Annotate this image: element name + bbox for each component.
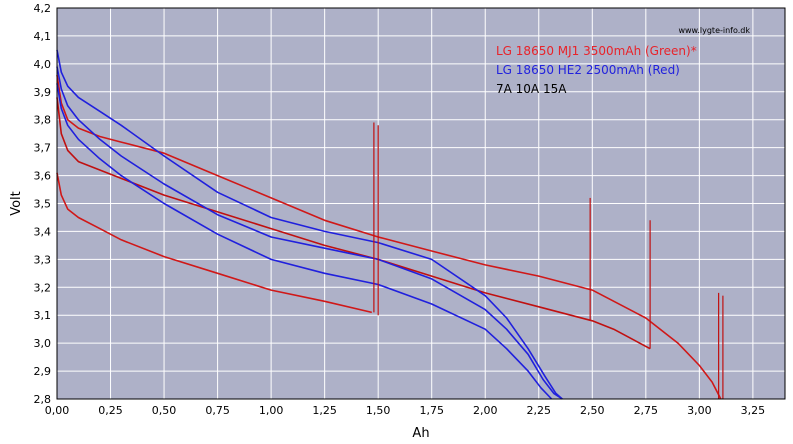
legend: LG 18650 MJ1 3500mAh (Green)* LG 18650 H… — [496, 44, 697, 96]
plot-border — [56, 7, 786, 400]
x-tick-label: 1,75 — [419, 404, 444, 417]
tick-labels: 2,8 2,9 3,0 3,1 3,2 3,3 3,4 3,5 3,6 3,7 3,8 3,9 4,0 4… — [34, 2, 766, 417]
x-tick-label: 3,00 — [687, 404, 712, 417]
legend-entry-currents: 7A 10A 15A — [496, 82, 567, 96]
y-tick-label: 4,1 — [34, 30, 52, 43]
series-line-3 — [56, 49, 563, 400]
x-tick-label: 1,00 — [259, 404, 284, 417]
y-tick-label: 3,3 — [34, 253, 52, 266]
y-tick-label: 3,7 — [34, 142, 52, 155]
y-tick-label: 3,1 — [34, 309, 52, 322]
y-tick-label: 3,8 — [34, 114, 52, 127]
x-tick-label: 2,00 — [473, 404, 498, 417]
watermark-text: www.lygte-info.dk — [678, 26, 750, 35]
x-tick-label: 3,25 — [741, 404, 766, 417]
x-axis-label: Ah — [412, 426, 429, 441]
series-line-5 — [56, 83, 553, 400]
x-tick-label: 0,25 — [98, 404, 123, 417]
series-line-2 — [56, 172, 372, 314]
x-tick-label: 1,25 — [312, 404, 337, 417]
x-tick-label: 2,75 — [634, 404, 659, 417]
y-tick-label: 3,9 — [34, 86, 52, 99]
y-tick-label: 3,2 — [34, 281, 52, 294]
series-line-4 — [56, 66, 563, 400]
y-tick-label: 3,6 — [34, 170, 52, 183]
x-tick-label: 0,75 — [205, 404, 230, 417]
y-tick-label: 4,0 — [34, 58, 52, 71]
legend-entry-mj1: LG 18650 MJ1 3500mAh (Green)* — [496, 44, 697, 58]
x-tick-label: 2,50 — [580, 404, 605, 417]
y-tick-label: 2,9 — [34, 365, 52, 378]
x-tick-label: 1,50 — [366, 404, 391, 417]
legend-entry-he2: LG 18650 HE2 2500mAh (Red) — [496, 63, 680, 77]
y-tick-label: 2,8 — [34, 393, 52, 406]
y-tick-label: 3,0 — [34, 337, 52, 350]
series-line-1 — [56, 97, 651, 350]
x-tick-label: 0,00 — [45, 404, 70, 417]
y-axis-label: Volt — [9, 191, 24, 216]
x-tick-label: 2,25 — [527, 404, 552, 417]
series-line-0 — [56, 74, 722, 400]
y-tick-label: 4,2 — [34, 2, 52, 15]
series-layer — [56, 49, 724, 400]
y-tick-label: 3,4 — [34, 225, 52, 238]
x-tick-label: 0,50 — [152, 404, 177, 417]
y-tick-label: 3,5 — [34, 198, 52, 211]
